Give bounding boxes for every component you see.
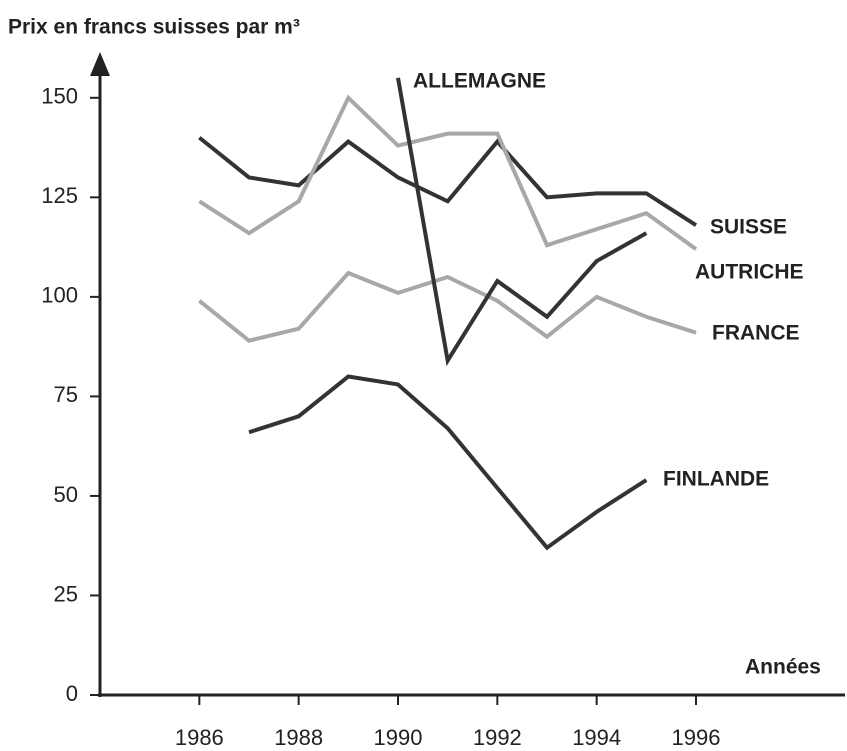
y-tick-label: 125: [41, 183, 78, 208]
y-tick-label: 100: [41, 283, 78, 308]
y-tick-label: 25: [54, 581, 78, 606]
x-tick-label: 1994: [572, 725, 621, 750]
x-tick-label: 1986: [175, 725, 224, 750]
x-axis-label: Années: [745, 656, 821, 679]
y-tick-label: 150: [41, 84, 78, 109]
x-tick-label: 1992: [473, 725, 522, 750]
chart-title: Prix en francs suisses par m³: [8, 16, 300, 39]
y-tick-label: 50: [54, 482, 78, 507]
y-axis-arrow: [90, 52, 110, 76]
x-tick-label: 1996: [672, 725, 721, 750]
series-line: [396, 77, 648, 367]
series-label: FINLANDE: [663, 468, 769, 491]
series-label: FRANCE: [712, 322, 800, 345]
x-tick-label: 1988: [274, 725, 323, 750]
series-label: AUTRICHE: [695, 261, 804, 284]
series-line: [198, 94, 698, 251]
x-tick-label: 1990: [374, 725, 423, 750]
y-tick-label: 75: [54, 382, 78, 407]
series-line: [198, 136, 698, 227]
series-label: ALLEMAGNE: [413, 70, 546, 93]
series-line: [248, 374, 648, 551]
series-line: [198, 270, 697, 343]
y-tick-label: 0: [66, 681, 78, 706]
series-label: SUISSE: [710, 216, 787, 239]
